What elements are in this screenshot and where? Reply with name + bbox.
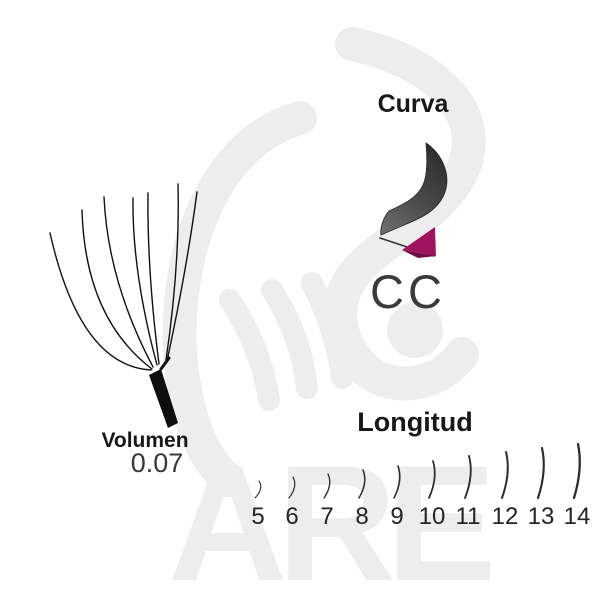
- lash-length-7: [323, 473, 331, 499]
- fan-hairs: [49, 183, 198, 371]
- lash-length-13: [536, 446, 545, 500]
- length-number-10: 10: [418, 503, 446, 530]
- swan-logo-watermark: [162, 27, 486, 497]
- length-number-7: 7: [320, 503, 334, 530]
- lash-length-5: [254, 480, 262, 499]
- lash-length-6: [288, 476, 296, 499]
- lash-length-8: [358, 469, 366, 499]
- curl-magenta-shadow: [402, 250, 436, 258]
- watermark-letters: ARE: [168, 431, 490, 600]
- lash-length-10: [428, 460, 436, 499]
- length-number-9: 9: [390, 503, 404, 530]
- volume-label: Volumen: [101, 429, 189, 452]
- length-number-8: 8: [355, 503, 369, 530]
- volume-value: 0.07: [130, 448, 184, 478]
- length-lashes-row: [254, 442, 581, 500]
- curve-title: Curva: [377, 90, 449, 118]
- length-number-13: 13: [527, 503, 555, 530]
- length-number-14: 14: [563, 503, 591, 530]
- volume-fan-illustration: [49, 183, 198, 428]
- fan-sub-stem: [159, 356, 171, 371]
- swan-logo-detail: [387, 302, 443, 358]
- length-number-12: 12: [491, 503, 519, 530]
- length-number-6: 6: [285, 503, 299, 530]
- length-number-11: 11: [455, 503, 481, 530]
- lash-length-9: [393, 465, 401, 499]
- lash-length-11: [464, 455, 472, 499]
- curve-code-value: CC: [370, 265, 446, 318]
- length-title: Longitud: [357, 407, 473, 437]
- lash-length-14: [572, 442, 581, 500]
- length-numbers-row: 5 6 7 8 9 10 11 12 13 14: [0, 503, 616, 533]
- lash-length-12: [501, 451, 509, 499]
- curl-magenta-base: [402, 227, 436, 256]
- curl-lash-illustration: [379, 142, 448, 258]
- curl-body: [380, 142, 448, 236]
- length-number-5: 5: [251, 503, 265, 530]
- fan-stem: [149, 369, 178, 428]
